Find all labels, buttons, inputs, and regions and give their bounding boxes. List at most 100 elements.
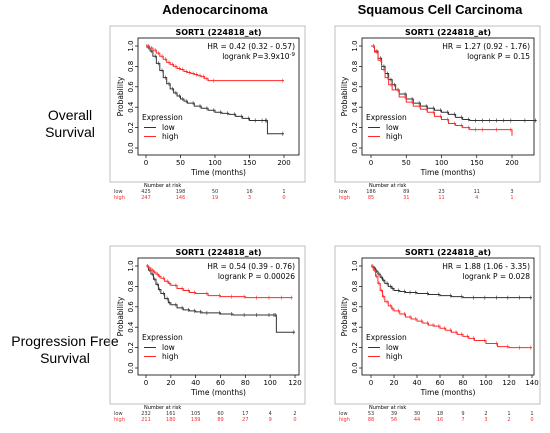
chart-title: SORT1 (224818_at) [175,248,261,257]
risk-count-high: 4 [475,195,478,201]
risk-count-high: 56 [391,417,397,423]
risk-count-high: 85 [368,195,374,201]
risk-count-low: 50 [212,189,218,195]
risk-count-low: 23 [438,189,444,195]
row-header-line: Survival [40,350,90,366]
logrank-exponent: -9 [290,52,296,58]
survival-curve-high [371,265,532,349]
x-axis-label: Time (months) [190,388,246,397]
x-tick-label: 200 [277,159,290,167]
chart-title: SORT1 (224818_at) [405,248,491,257]
risk-row-label-high: high [114,417,125,423]
logrank-text: logrank P=3.9x10-9 [222,52,295,61]
x-axis-label: Time (months) [420,388,476,397]
x-tick-label: 80 [241,379,250,387]
x-tick-label: 200 [505,159,518,167]
risk-count-high: 180 [166,417,176,423]
legend-title: Expression [366,113,407,122]
y-tick-label: 0.6 [127,301,135,313]
risk-count-high: 9 [269,417,272,423]
legend-label-low: low [162,123,175,132]
legend-label-low: low [386,123,399,132]
y-axis-label: Probability [340,296,349,336]
legend-label-high: high [162,132,179,141]
y-axis-label: Probability [116,76,125,116]
y-tick-label: 0.4 [127,101,135,113]
x-axis-label: Time (months) [420,168,476,177]
risk-count-low: 186 [366,189,376,195]
y-tick-label: 1.0 [351,260,359,271]
x-tick-label: 0 [144,379,148,387]
column-header-adenocarcinoma: Adenocarcinoma [162,2,268,17]
risk-count-low: 1 [530,411,533,417]
risk-table-title: Number at risk [144,405,181,411]
y-tick-label: 0.6 [127,81,135,93]
risk-count-high: 146 [176,195,186,201]
risk-count-low: 18 [437,411,443,417]
x-tick-label: 120 [288,379,301,387]
y-tick-label: 1.0 [351,40,359,51]
y-tick-label: 0.8 [127,61,135,72]
chart-title: SORT1 (224818_at) [405,28,491,37]
risk-count-low: 232 [141,411,151,417]
row-header-progression-free-survival: Progression Free Survival [5,333,125,367]
risk-row-label-high: high [339,195,350,201]
logrank-text: logrank P = 0.028 [462,272,530,281]
risk-row-label-low: low [114,411,123,417]
legend-label-low: low [162,343,175,352]
risk-count-high: 31 [403,195,409,201]
risk-count-high: 0 [530,417,533,423]
risk-count-low: 53 [368,411,374,417]
y-tick-label: 0.4 [351,321,359,333]
x-tick-label: 20 [390,379,399,387]
risk-row-label-low: low [114,189,123,195]
legend-title: Expression [366,333,407,342]
x-tick-label: 100 [479,379,492,387]
x-tick-label: 0 [369,159,373,167]
x-tick-label: 60 [436,379,445,387]
x-tick-label: 120 [502,379,515,387]
x-tick-label: 150 [470,159,483,167]
panel-frame [334,245,541,405]
risk-count-high: 16 [437,417,443,423]
y-axis-label: Probability [340,76,349,116]
risk-row-label-low: low [339,189,348,195]
risk-table-title: Number at risk [369,405,406,411]
column-header-squamous: Squamous Cell Carcinoma [357,2,523,17]
risk-count-low: 2 [484,411,487,417]
y-tick-label: 0.0 [351,142,359,153]
risk-count-low: 2 [293,411,296,417]
x-tick-label: 0 [144,159,148,167]
x-tick-label: 100 [435,159,448,167]
x-tick-label: 20 [166,379,175,387]
row-header-line: Overall [47,107,93,123]
plot-area [361,37,535,156]
chart-title: SORT1 (224818_at) [175,28,261,37]
risk-count-low: 11 [474,189,480,195]
risk-count-high: 2 [507,417,510,423]
legend-label-high: high [162,352,179,361]
y-tick-label: 0.2 [351,342,359,353]
y-tick-label: 0.6 [351,81,359,93]
x-tick-label: 100 [263,379,276,387]
legend-label-high: high [386,132,403,141]
risk-count-high: 3 [484,417,487,423]
risk-row-label-low: low [339,411,348,417]
risk-row-label-high: high [114,195,125,201]
panel-frame [109,25,306,183]
hazard-ratio-text: HR = 0.54 (0.39 - 0.76) [207,262,295,271]
hazard-ratio-text: HR = 1.27 (0.92 - 1.76) [442,42,530,51]
plot-area [361,257,535,376]
legend-label-high: high [386,352,403,361]
y-tick-label: 0.0 [127,362,135,373]
risk-count-low: 60 [217,411,223,417]
row-header-line: Progression Free [11,333,119,349]
x-tick-label: 0 [369,379,373,387]
y-tick-label: 0.0 [127,142,135,153]
panel-frame [334,25,541,183]
x-tick-label: 140 [525,379,538,387]
risk-count-high: 0 [282,195,285,201]
y-tick-label: 0.2 [127,342,135,353]
x-tick-label: 40 [191,379,200,387]
